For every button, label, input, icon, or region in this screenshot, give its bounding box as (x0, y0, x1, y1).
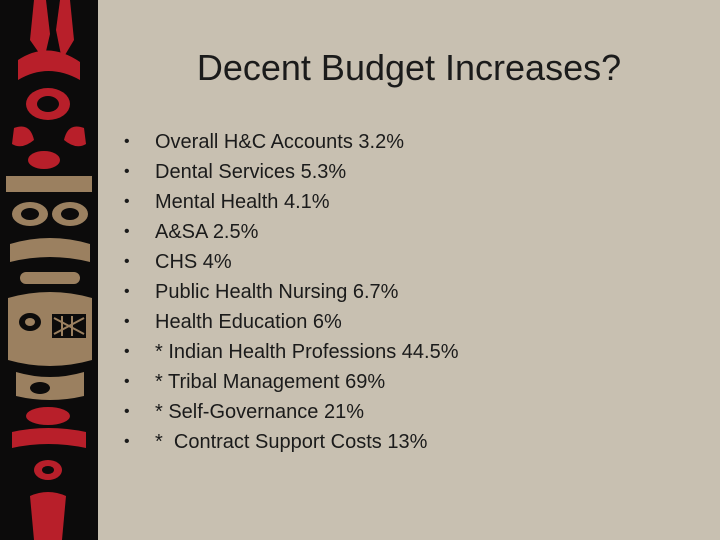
slide-title: Decent Budget Increases? (196, 47, 622, 88)
bullet-marker: • (124, 433, 130, 450)
bullet-text: Health Education 6% (155, 311, 342, 333)
bullet-marker: • (124, 163, 130, 180)
bullet-text: Dental Services 5.3% (155, 161, 347, 183)
bullet-marker: • (124, 403, 130, 420)
bullet-marker: • (124, 193, 130, 210)
bullet-text: A&SA 2.5% (155, 221, 259, 243)
bullet-marker: • (124, 283, 130, 300)
bullet-marker: • (124, 133, 130, 150)
totem-art-icon (0, 0, 98, 540)
bullet-marker: • (124, 223, 130, 240)
bullet-text: * Tribal Management 69% (155, 371, 386, 393)
bullet-text: Mental Health 4.1% (155, 191, 330, 213)
bullet-text: Public Health Nursing 6.7% (155, 281, 399, 303)
bullet-text: Overall H&C Accounts 3.2% (155, 131, 404, 153)
bullet-marker: • (124, 253, 130, 270)
totem-art-panel (0, 0, 98, 540)
bullet-marker: • (124, 373, 130, 390)
bullet-text: * Indian Health Professions 44.5% (155, 341, 459, 363)
bullet-marker: • (124, 343, 130, 360)
bullet-marker: • (124, 313, 130, 330)
bullet-text: * Self-Governance 21% (155, 401, 365, 423)
bullet-text: * Contract Support Costs 13% (155, 431, 428, 453)
bullet-text: CHS 4% (155, 251, 232, 273)
